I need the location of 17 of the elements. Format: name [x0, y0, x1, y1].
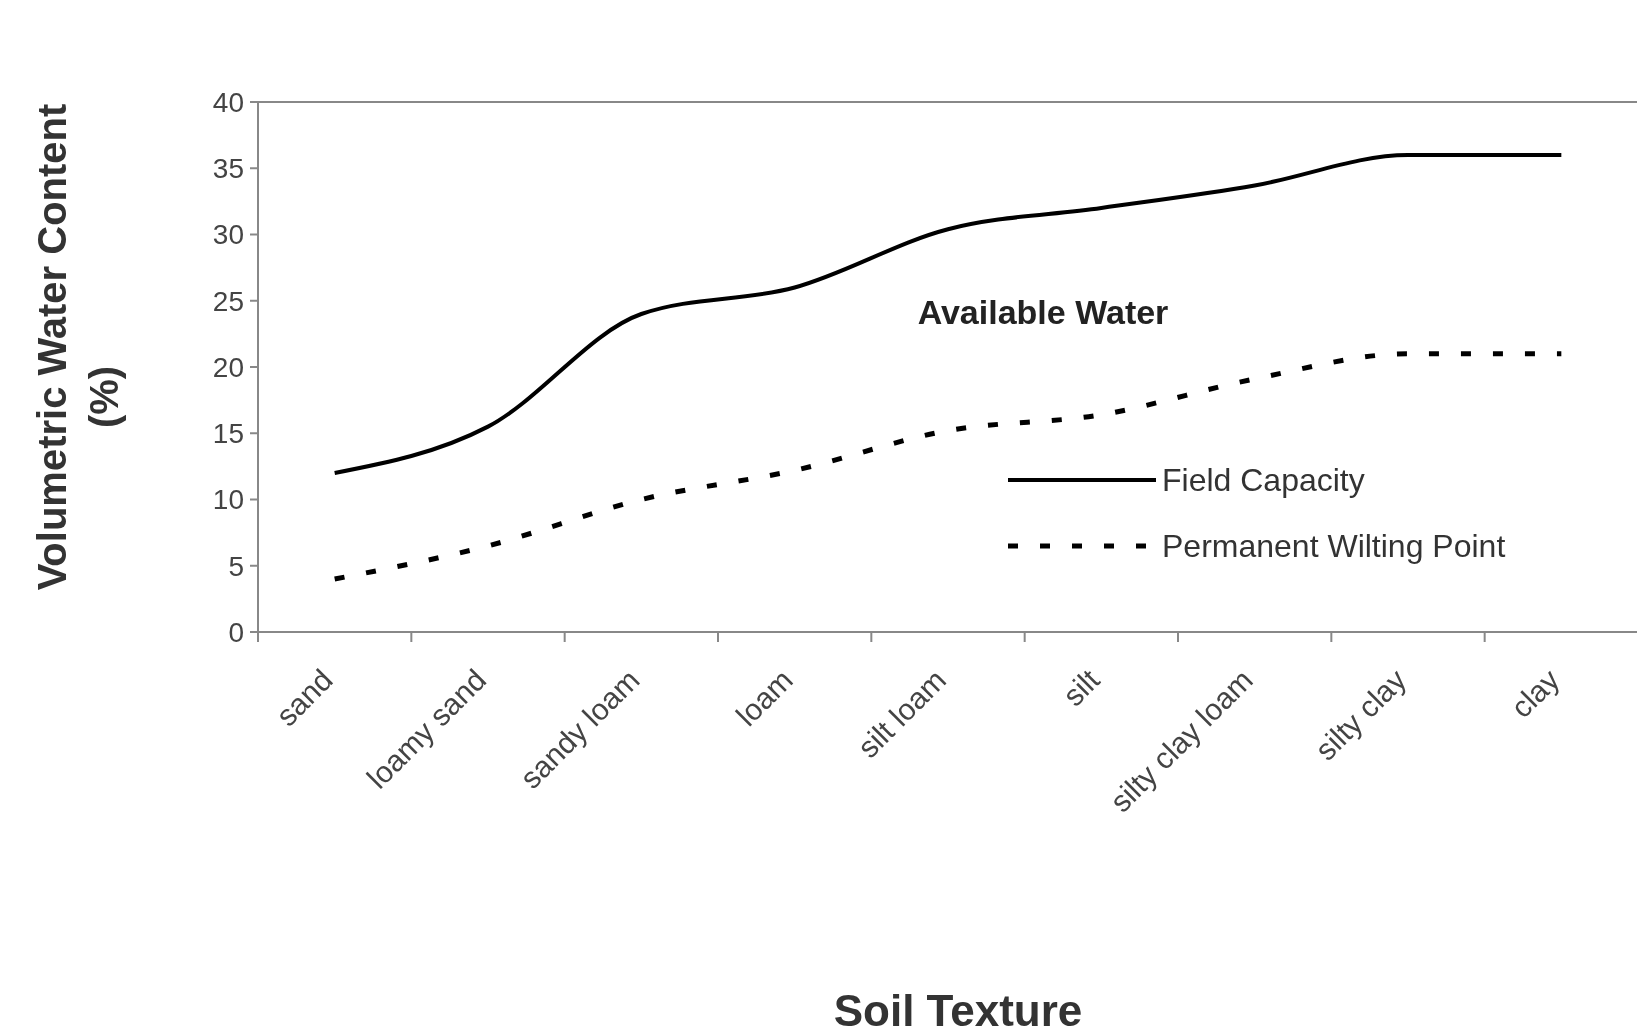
y-tick-label: 0: [228, 616, 244, 648]
legend-label: Field Capacity: [1162, 462, 1365, 499]
y-tick-label: 40: [212, 86, 244, 118]
x-tick-label: silty clay: [1308, 662, 1413, 767]
y-tick-label: 35: [212, 153, 244, 185]
x-tick-label: clay: [1504, 662, 1566, 724]
x-axis-title: Soil Texture: [833, 986, 1083, 1029]
y-tick-label: 20: [212, 351, 244, 383]
y-tick-label: 25: [212, 285, 244, 317]
legend-label: Permanent Wilting Point: [1162, 528, 1506, 565]
x-tick-label: silt: [1056, 662, 1107, 713]
y-tick-label: 5: [228, 550, 244, 582]
annotation: Available Water: [917, 293, 1169, 331]
y-tick-label: 30: [212, 219, 244, 251]
y-axis-title: Volumetric Water Content (%): [30, 103, 126, 591]
y-tick-label: 15: [212, 418, 244, 450]
y-tick-label: 10: [212, 484, 244, 516]
